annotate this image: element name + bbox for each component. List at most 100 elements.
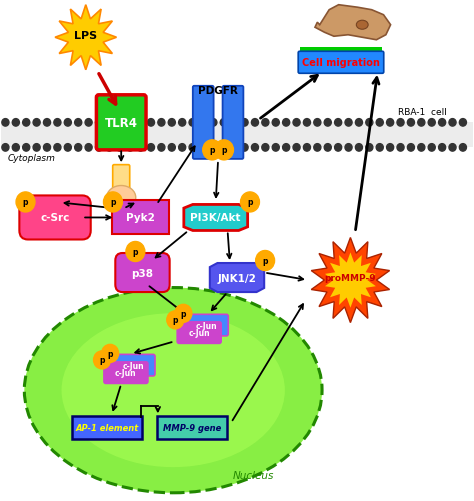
Circle shape bbox=[93, 351, 110, 369]
Circle shape bbox=[147, 119, 155, 127]
FancyBboxPatch shape bbox=[157, 416, 228, 439]
Circle shape bbox=[407, 119, 414, 127]
Text: c-Src: c-Src bbox=[40, 213, 70, 223]
Circle shape bbox=[366, 119, 373, 127]
Circle shape bbox=[2, 119, 9, 127]
FancyBboxPatch shape bbox=[184, 315, 228, 336]
Circle shape bbox=[418, 119, 425, 127]
Circle shape bbox=[345, 144, 352, 152]
FancyBboxPatch shape bbox=[298, 52, 384, 74]
Circle shape bbox=[189, 119, 196, 127]
Text: p: p bbox=[173, 316, 178, 325]
Circle shape bbox=[449, 144, 456, 152]
Text: proMMP-9: proMMP-9 bbox=[325, 274, 376, 283]
Circle shape bbox=[33, 144, 40, 152]
Text: RBA-1  cell: RBA-1 cell bbox=[398, 108, 447, 117]
Circle shape bbox=[314, 144, 321, 152]
Circle shape bbox=[12, 119, 19, 127]
FancyBboxPatch shape bbox=[72, 416, 142, 439]
FancyBboxPatch shape bbox=[113, 165, 130, 201]
Circle shape bbox=[103, 192, 122, 212]
Circle shape bbox=[324, 144, 331, 152]
Text: c-Jun: c-Jun bbox=[115, 368, 137, 377]
Text: p: p bbox=[221, 146, 227, 155]
Circle shape bbox=[314, 119, 321, 127]
Circle shape bbox=[203, 141, 222, 160]
Text: Pyk2: Pyk2 bbox=[126, 213, 155, 223]
Text: p: p bbox=[107, 349, 113, 358]
Circle shape bbox=[438, 144, 446, 152]
Text: Cell migration: Cell migration bbox=[302, 58, 380, 68]
Text: p38: p38 bbox=[131, 268, 154, 278]
Circle shape bbox=[116, 119, 123, 127]
Ellipse shape bbox=[62, 314, 285, 467]
Circle shape bbox=[44, 119, 51, 127]
Circle shape bbox=[241, 119, 248, 127]
Circle shape bbox=[376, 119, 383, 127]
Circle shape bbox=[210, 119, 217, 127]
Circle shape bbox=[251, 119, 258, 127]
Circle shape bbox=[33, 119, 40, 127]
Circle shape bbox=[106, 119, 113, 127]
Circle shape bbox=[2, 144, 9, 152]
Circle shape bbox=[64, 119, 72, 127]
Circle shape bbox=[137, 119, 144, 127]
Circle shape bbox=[303, 119, 310, 127]
Circle shape bbox=[101, 345, 118, 363]
Circle shape bbox=[158, 119, 165, 127]
Circle shape bbox=[428, 144, 435, 152]
Text: p: p bbox=[247, 198, 253, 207]
Text: p: p bbox=[210, 146, 215, 155]
Circle shape bbox=[23, 119, 30, 127]
Circle shape bbox=[407, 144, 414, 152]
Circle shape bbox=[345, 119, 352, 127]
Circle shape bbox=[147, 144, 155, 152]
Circle shape bbox=[137, 144, 144, 152]
Circle shape bbox=[168, 119, 175, 127]
Circle shape bbox=[387, 119, 394, 127]
Text: c-Jun: c-Jun bbox=[188, 329, 210, 338]
Text: TLR4: TLR4 bbox=[105, 117, 138, 130]
FancyBboxPatch shape bbox=[0, 123, 474, 148]
Circle shape bbox=[54, 119, 61, 127]
Circle shape bbox=[366, 144, 373, 152]
Circle shape bbox=[418, 144, 425, 152]
Circle shape bbox=[95, 144, 102, 152]
Text: c-Jun: c-Jun bbox=[195, 321, 217, 330]
FancyBboxPatch shape bbox=[177, 322, 221, 344]
Circle shape bbox=[293, 144, 300, 152]
Circle shape bbox=[251, 144, 258, 152]
Polygon shape bbox=[55, 6, 117, 71]
Circle shape bbox=[95, 119, 102, 127]
Circle shape bbox=[126, 242, 145, 262]
Circle shape bbox=[397, 119, 404, 127]
Text: Cytoplasm: Cytoplasm bbox=[8, 154, 55, 163]
Polygon shape bbox=[311, 238, 390, 323]
FancyBboxPatch shape bbox=[111, 201, 169, 235]
Circle shape bbox=[85, 144, 92, 152]
Circle shape bbox=[179, 119, 186, 127]
Circle shape bbox=[75, 119, 82, 127]
Circle shape bbox=[220, 119, 228, 127]
Ellipse shape bbox=[24, 288, 322, 493]
Circle shape bbox=[16, 192, 35, 212]
Circle shape bbox=[255, 251, 274, 271]
Text: MMP-9 gene: MMP-9 gene bbox=[163, 423, 221, 432]
Circle shape bbox=[324, 119, 331, 127]
Text: p: p bbox=[23, 198, 28, 207]
Circle shape bbox=[85, 119, 92, 127]
Text: p: p bbox=[110, 198, 116, 207]
Text: PDGFR: PDGFR bbox=[198, 86, 238, 96]
Circle shape bbox=[459, 119, 466, 127]
Text: JNK1/2: JNK1/2 bbox=[218, 273, 256, 283]
Circle shape bbox=[438, 119, 446, 127]
Circle shape bbox=[75, 144, 82, 152]
Circle shape bbox=[283, 144, 290, 152]
Text: AP-1 element: AP-1 element bbox=[75, 423, 139, 432]
Circle shape bbox=[175, 305, 192, 323]
Circle shape bbox=[293, 119, 300, 127]
FancyBboxPatch shape bbox=[193, 87, 214, 160]
Ellipse shape bbox=[107, 186, 136, 210]
Text: Nucleus: Nucleus bbox=[233, 470, 274, 480]
Circle shape bbox=[272, 144, 279, 152]
